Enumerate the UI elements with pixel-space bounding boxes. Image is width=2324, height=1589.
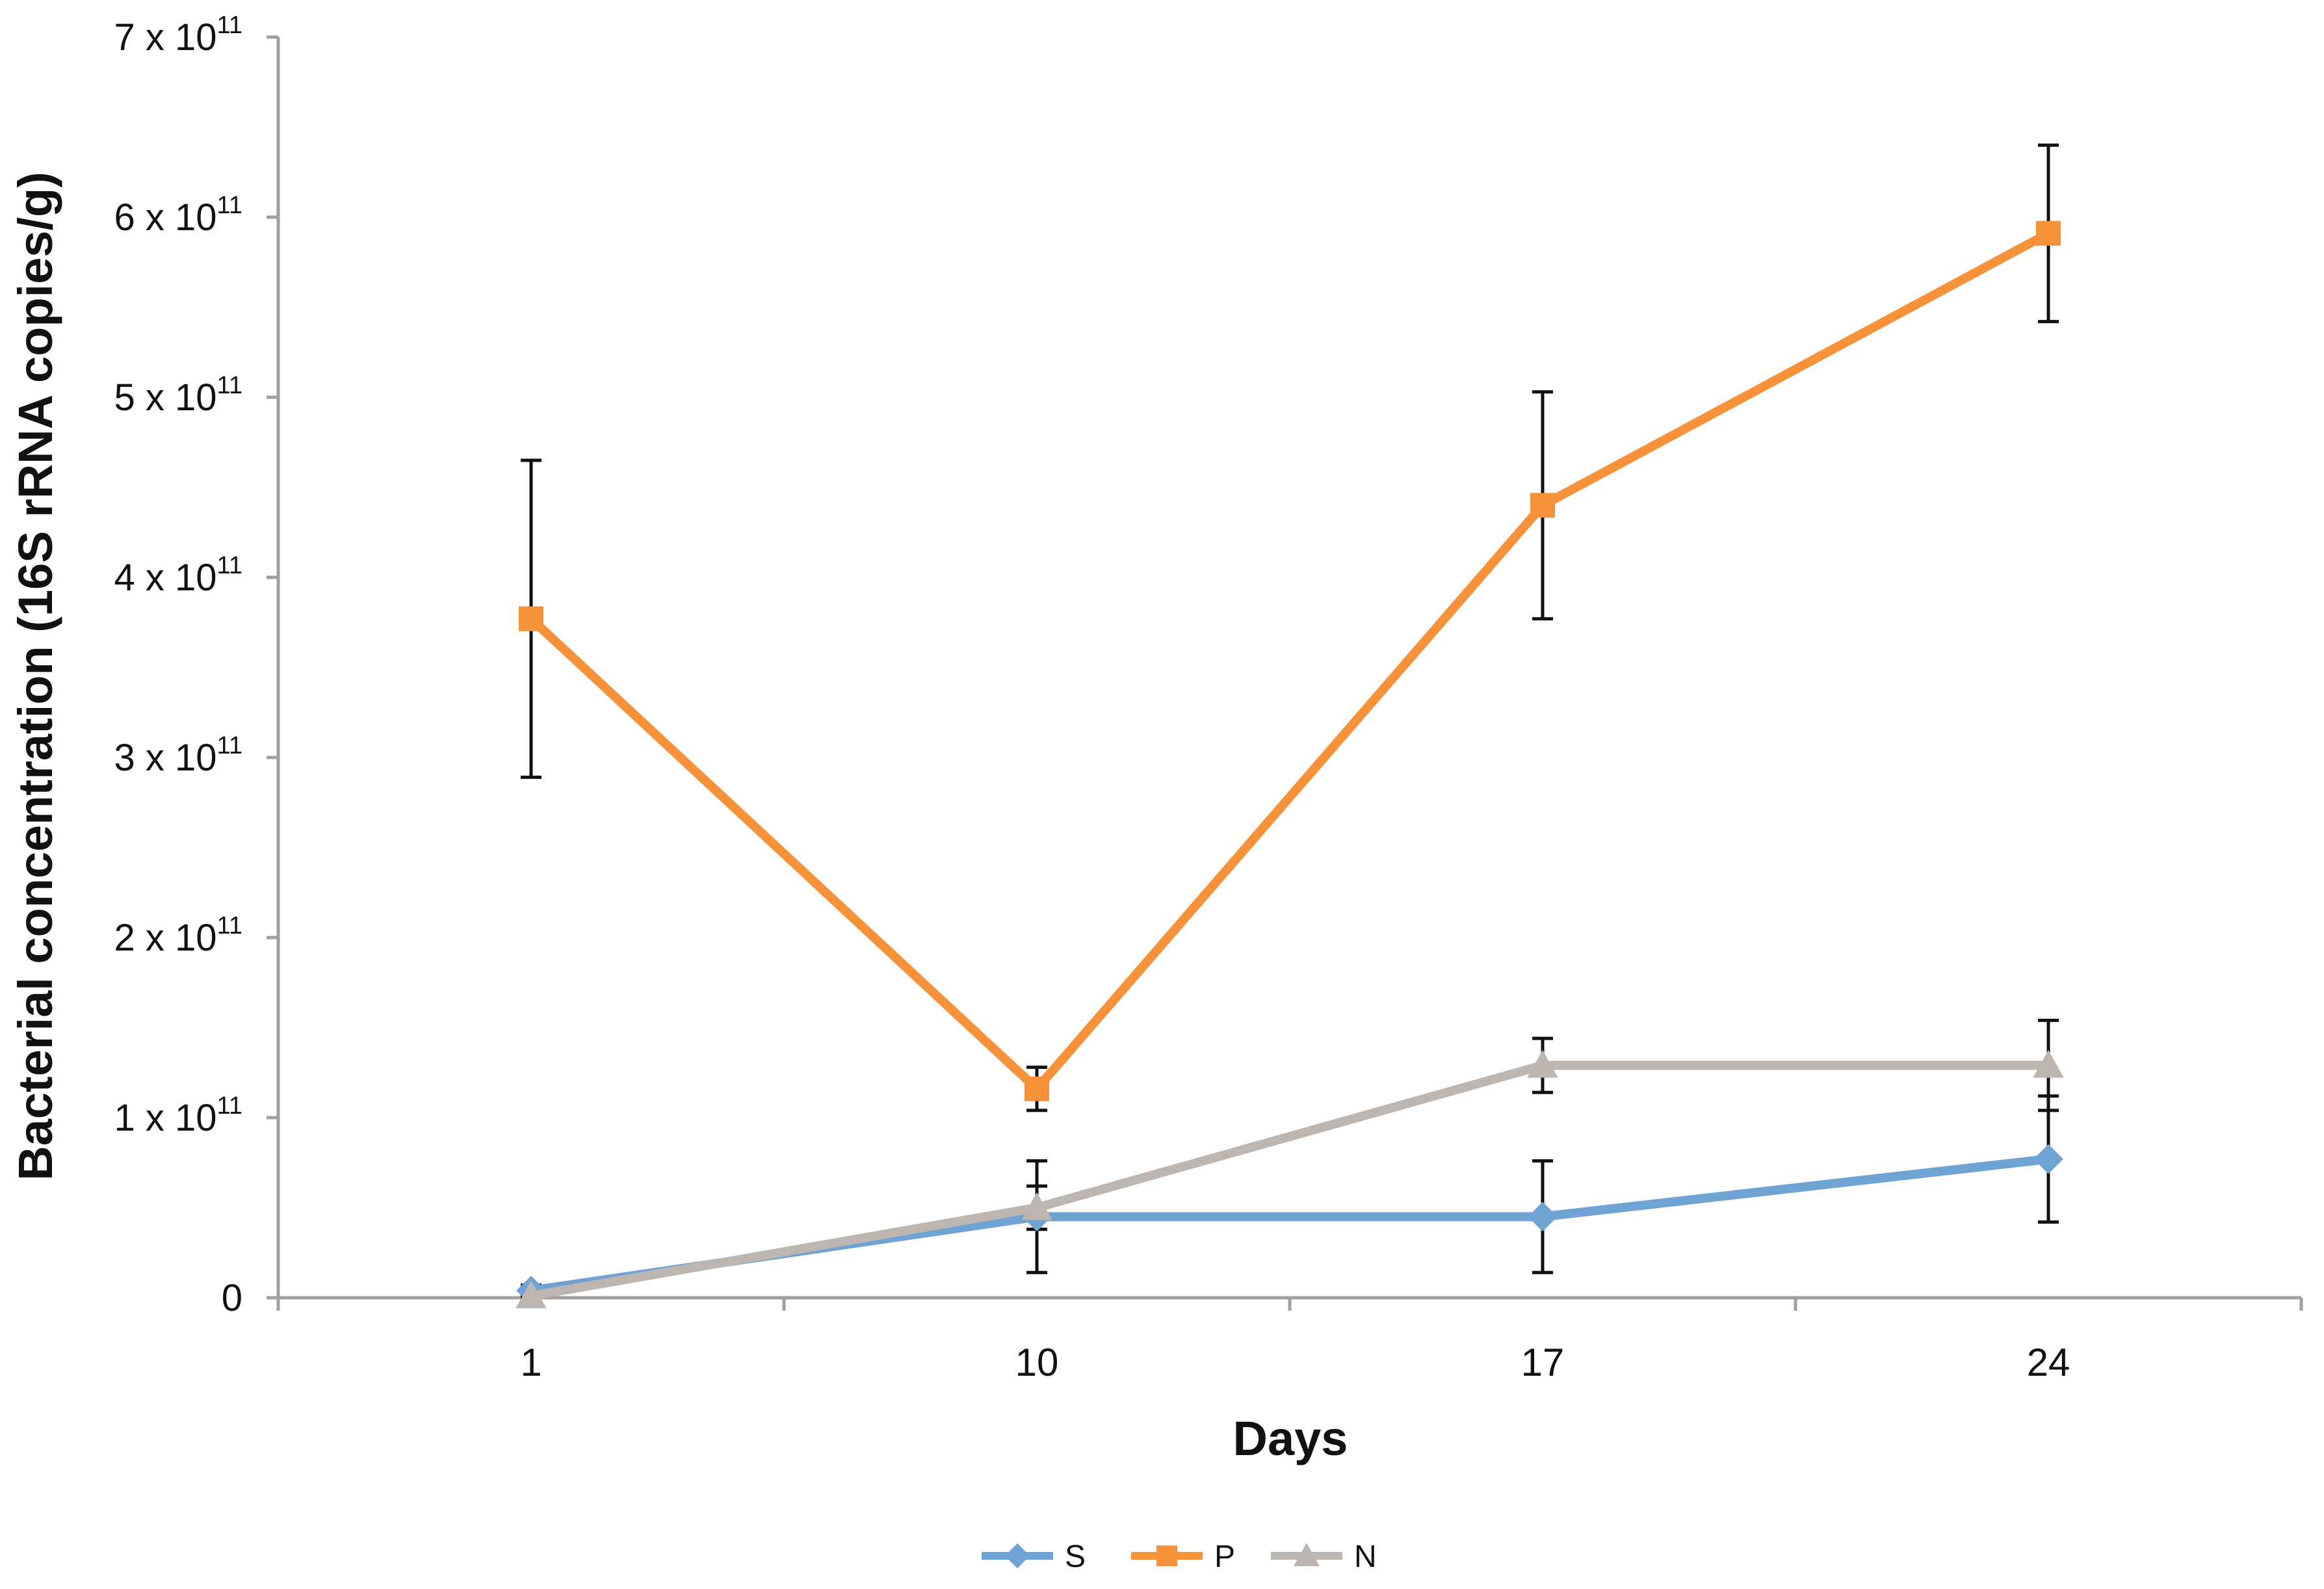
series-n xyxy=(516,1049,2064,1309)
series-p xyxy=(519,220,2061,1101)
legend-label: N xyxy=(1354,1540,1377,1574)
x-tick-label: 24 xyxy=(2027,1341,2070,1384)
y-tick-label: 4 x 1011 xyxy=(114,552,242,599)
data-point xyxy=(1528,1202,1558,1232)
x-tick-label: 1 xyxy=(520,1341,542,1384)
y-tick-label: 7 x 1011 xyxy=(114,12,242,59)
data-point xyxy=(1530,493,1555,518)
legend-marker xyxy=(1004,1543,1030,1569)
y-tick-label: 3 x 1011 xyxy=(114,732,242,779)
y-tick-label: 2 x 1011 xyxy=(114,912,242,959)
data-point xyxy=(1025,1076,1049,1101)
series-line xyxy=(528,229,2051,1094)
data-point xyxy=(2036,220,2061,246)
x-axis-title: Days xyxy=(1233,1412,1348,1465)
series-s xyxy=(516,1144,2063,1306)
data-point xyxy=(2033,1144,2063,1174)
y-axis-title: Bacterial concentration (16S rRNA copies… xyxy=(8,172,62,1181)
x-tick-label: 17 xyxy=(1521,1341,1565,1384)
y-axis-title-group: Bacterial concentration (16S rRNA copies… xyxy=(8,172,62,1181)
series-line xyxy=(530,1060,2048,1301)
data-point xyxy=(2033,1049,2064,1078)
data-point xyxy=(516,1280,547,1309)
x-axis-ticks: 1 10 17 24 xyxy=(276,1298,2303,1384)
legend-marker xyxy=(1156,1545,1177,1566)
data-point xyxy=(1527,1049,1558,1078)
legend-marker xyxy=(1294,1543,1320,1566)
legend-label: S xyxy=(1065,1540,1086,1574)
x-tick-label: 10 xyxy=(1015,1341,1059,1384)
y-tick-label: 0 xyxy=(222,1277,242,1319)
data-point xyxy=(519,606,543,631)
series-line xyxy=(530,1154,2049,1295)
data-point xyxy=(1021,1192,1052,1220)
y-tick-label: 1 x 1011 xyxy=(114,1092,242,1139)
series-layer xyxy=(516,143,2064,1309)
legend-label: P xyxy=(1214,1540,1235,1574)
y-tick-label: 6 x 1011 xyxy=(114,192,242,239)
y-tick-label: 5 x 1011 xyxy=(114,372,242,419)
y-axis-ticks: 0 1 x 1011 2 x 1011 3 x 1011 4 x 1011 5 x 101… xyxy=(114,12,278,1319)
error-bars xyxy=(521,143,2059,1300)
